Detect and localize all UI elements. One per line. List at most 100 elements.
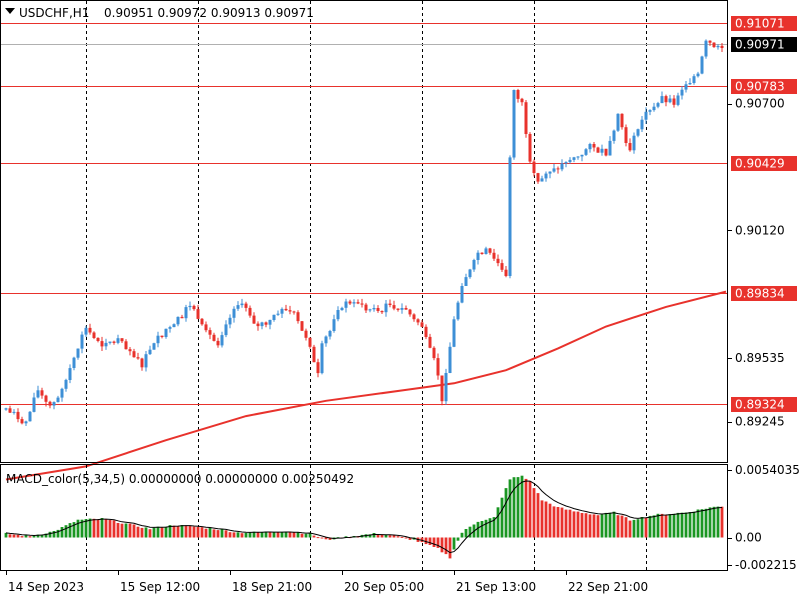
candle-bear [252,315,256,324]
macd-bar-down [440,537,444,553]
candle-bear [20,419,24,424]
candle-bull [232,308,236,318]
macd-bar-down [584,513,588,538]
price-tick-label: 0.89245 [735,415,785,429]
candle-bear [124,341,128,350]
macd-bar-down [432,537,436,547]
candle-bull [568,159,572,163]
candle-bear [284,308,288,311]
symbol-label: USDCHF,H1 [19,6,89,20]
candle-bear [500,263,504,270]
macd-tick-label: 0.0054035 [735,463,800,477]
macd-bar-down [588,514,592,538]
candle-bull [368,309,372,311]
candle-bull [60,388,64,398]
macd-bar-up [284,531,288,538]
candle-bear [300,321,304,331]
candle-bear [136,357,140,359]
candle-bear [524,102,528,134]
macd-bar-down [544,501,548,538]
macd-bar-up [656,513,660,538]
macd-bar-down [176,526,180,538]
macd-bar-up [692,511,696,538]
macd-bar-down [664,514,668,538]
candle-bull [176,316,180,325]
candle-bull [648,110,652,112]
candle-bear [376,308,380,311]
candle-bull [224,324,228,336]
candle-bull [32,397,36,412]
candle-bear [96,337,100,341]
macd-bar-up [708,507,712,538]
macd-bar-up [36,534,40,538]
candle-bear [712,42,716,48]
macd-bar-up [272,532,276,538]
macd-signal-line [5,480,723,554]
macd-bar-down [524,478,528,538]
main-pane-frame [0,0,728,463]
candle-bear [720,45,724,48]
level-label-box [731,156,797,171]
candle-bull [328,331,332,337]
candle-bear [264,322,268,325]
macd-bar-down [276,532,280,538]
macd-bar-up [636,519,640,538]
macd-bar-up [480,521,484,538]
candle-bull [468,269,472,278]
macd-signal-layer [5,480,723,554]
candle-bear [140,358,144,368]
candle-bull [456,302,460,320]
macd-bar-down [328,537,332,540]
candle-bear [416,319,420,323]
macd-bar-down [540,500,544,538]
candle-bull [576,156,580,158]
candle-bull [608,140,612,156]
macd-bar-down [580,513,584,538]
macd-pane-frame [0,464,728,571]
macd-bar-down [204,528,208,538]
price-axis: 0.90700 0.90120 0.89535 0.89245 0.91071 0.907… [728,16,797,429]
macd-bar-up [452,537,456,550]
candle-bear [316,362,320,374]
candle-bear [292,311,296,313]
macd-bar-down [128,523,132,538]
candle-bull [172,324,176,328]
macd-bar-up [520,475,524,538]
macd-bar-down [408,537,412,540]
candle-bull [320,343,324,374]
macd-bar-up [704,508,708,538]
macd-bar-up [88,518,92,538]
macd-bar-down [292,532,296,538]
macd-bar-up [308,532,312,538]
candle-bull [352,302,356,304]
candle-bear [516,90,520,99]
candle-bull [484,248,488,254]
candle-bull [704,40,708,57]
macd-bar-up [304,533,308,538]
macd-bar-down [536,493,540,538]
candle-bear [420,322,424,327]
macd-bar-down [288,531,292,538]
candle-bull [260,322,264,327]
macd-bar-down [104,519,108,538]
macd-bar-up [236,532,240,538]
macd-bar-up [384,534,388,538]
candle-bull [660,96,664,104]
candle-bear [120,338,124,342]
macd-bar-down [188,525,192,538]
macd-bar-up [76,519,80,538]
macd-bar-up [164,526,168,538]
dropdown-triangle-icon[interactable] [5,8,15,14]
candle-bull [24,421,28,424]
macd-bar-up [716,506,720,538]
macd-bar-up [684,512,688,538]
macd-tick-label: 0.00 [735,531,762,545]
candle-bear [8,408,12,413]
macd-bar-down [216,530,220,538]
price-tick-label: 0.89535 [735,351,785,365]
macd-bar-down [380,535,384,538]
macd-bar-down [436,537,440,548]
candle-bull [448,346,452,373]
